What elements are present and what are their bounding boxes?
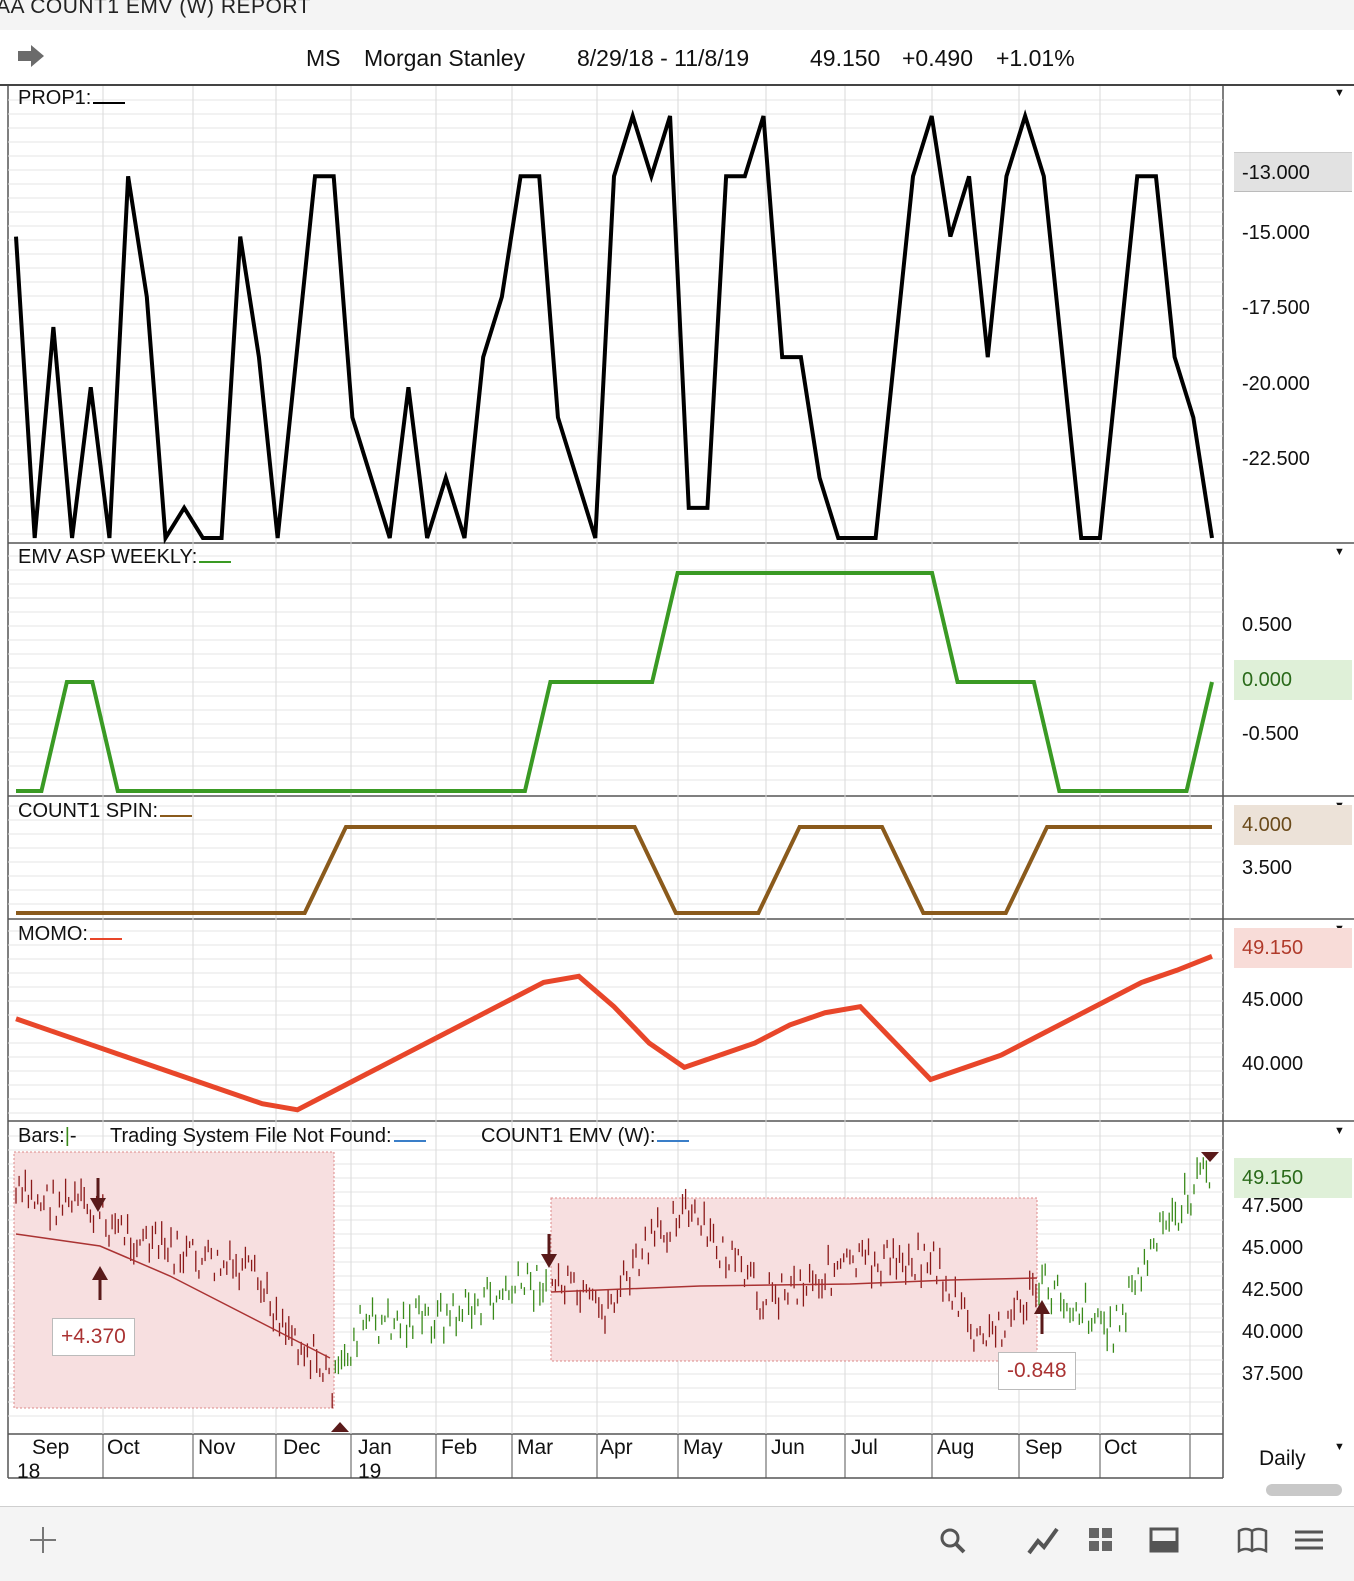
trade-box-1 <box>13 1151 335 1409</box>
count1-current-value: 4.000 <box>1234 805 1352 845</box>
trading-system-label: Trading System File Not Found: <box>110 1125 426 1148</box>
symbol: MS <box>306 45 341 71</box>
bottom-toolbar <box>0 1506 1354 1581</box>
signal-arrows <box>90 1152 1219 1432</box>
year-label: 19 <box>358 1460 382 1483</box>
bars-current-value: 49.150 <box>1234 1158 1352 1198</box>
bars-label: Bars:|- <box>18 1125 77 1147</box>
momo-series <box>15 953 1213 1113</box>
count1-line <box>16 825 1212 915</box>
emv-current-value: 0.000 <box>1234 660 1352 700</box>
month-label: Oct <box>107 1436 140 1459</box>
momo-axis-label: 45.000 <box>1242 989 1304 1011</box>
bars-axis-label: 42.500 <box>1242 1279 1304 1301</box>
emv-series <box>16 571 1214 793</box>
bars-axis-label: 40.000 <box>1242 1321 1304 1343</box>
count1-series <box>16 825 1212 915</box>
window-icon[interactable] <box>1148 1523 1182 1557</box>
chart-area[interactable] <box>0 86 1354 1506</box>
loss-annotation: -0.848 <box>998 1352 1076 1390</box>
month-label: Apr <box>600 1436 633 1459</box>
window-title: AA COUNT1 EMV (W) REPORT <box>0 0 311 18</box>
month-label: Aug <box>937 1436 975 1459</box>
month-label: Jan <box>358 1436 392 1459</box>
grid-icon[interactable] <box>1086 1523 1116 1557</box>
prop1-current-value: -13.000 <box>1234 152 1352 192</box>
trend-line <box>550 1277 1038 1293</box>
prop1-label: PROP1: <box>18 87 126 110</box>
trend-line <box>15 1233 331 1359</box>
plus-icon[interactable] <box>28 1523 58 1557</box>
company-name: Morgan Stanley <box>364 45 526 71</box>
menu-icon[interactable] <box>1292 1523 1326 1557</box>
search-icon[interactable] <box>938 1523 968 1557</box>
year-label: 18 <box>17 1460 41 1483</box>
period-selector[interactable]: Daily <box>1259 1447 1306 1470</box>
arrow-right-icon[interactable] <box>16 42 46 70</box>
emv-label: EMV ASP WEEKLY: <box>18 546 232 569</box>
window-title-bar: AA COUNT1 EMV (W) REPORT <box>0 0 1354 31</box>
bars-axis-label: 45.000 <box>1242 1237 1304 1259</box>
book-icon[interactable] <box>1236 1523 1270 1557</box>
date-range: 8/29/18 - 11/8/19 <box>577 45 750 71</box>
price-change: +0.490 <box>902 45 973 71</box>
quote-header: MS Morgan Stanley 8/29/18 - 11/8/19 49.1… <box>0 30 1354 86</box>
month-label: Nov <box>198 1436 236 1459</box>
period-menu-icon[interactable]: ▼ <box>1334 1441 1345 1453</box>
emv-axis-label: -0.500 <box>1242 723 1299 745</box>
month-label: Jun <box>771 1436 805 1459</box>
horizontal-scrollbar[interactable] <box>1266 1484 1342 1496</box>
gain-annotation: +4.370 <box>52 1318 135 1356</box>
month-label: May <box>683 1436 723 1459</box>
last-price: 49.150 <box>810 45 881 71</box>
month-label: Sep <box>1025 1436 1063 1459</box>
count1-axis-label: 3.500 <box>1242 857 1293 879</box>
price-bars <box>15 1157 1211 1409</box>
month-label: Jul <box>851 1436 878 1459</box>
bars-axis-label: 37.500 <box>1242 1363 1304 1385</box>
prop1-axis-label: -22.500 <box>1242 448 1310 470</box>
prop1-axis-label: -17.500 <box>1242 297 1310 319</box>
momo-line <box>15 953 1213 1113</box>
emv-line <box>16 571 1214 793</box>
count1-emv-label: COUNT1 EMV (W): <box>481 1125 690 1148</box>
emv-axis-label: 0.500 <box>1242 614 1293 636</box>
prop1-axis-label: -20.000 <box>1242 373 1310 395</box>
chart-line-icon[interactable] <box>1026 1523 1060 1557</box>
panel-menu-icon[interactable]: ▼ <box>1334 1125 1345 1137</box>
prop1-series <box>14 109 1214 545</box>
prop1-line <box>14 109 1214 545</box>
count1-label: COUNT1 SPIN: <box>18 800 193 823</box>
panel-menu-icon[interactable]: ▼ <box>1334 87 1345 99</box>
month-label: Dec <box>283 1436 321 1459</box>
prop1-axis-label: -15.000 <box>1242 222 1310 244</box>
momo-label: MOMO: <box>18 923 122 946</box>
bars-axis-label: 47.500 <box>1242 1195 1304 1217</box>
month-label: Mar <box>517 1436 554 1459</box>
momo-current-value: 49.150 <box>1234 928 1352 968</box>
month-label: Feb <box>441 1436 478 1459</box>
momo-axis-label: 40.000 <box>1242 1053 1304 1075</box>
month-label: Oct <box>1104 1436 1137 1459</box>
price-change-pct: +1.01% <box>996 45 1075 71</box>
panel-menu-icon[interactable]: ▼ <box>1334 546 1345 558</box>
month-label: Sep <box>32 1436 70 1459</box>
